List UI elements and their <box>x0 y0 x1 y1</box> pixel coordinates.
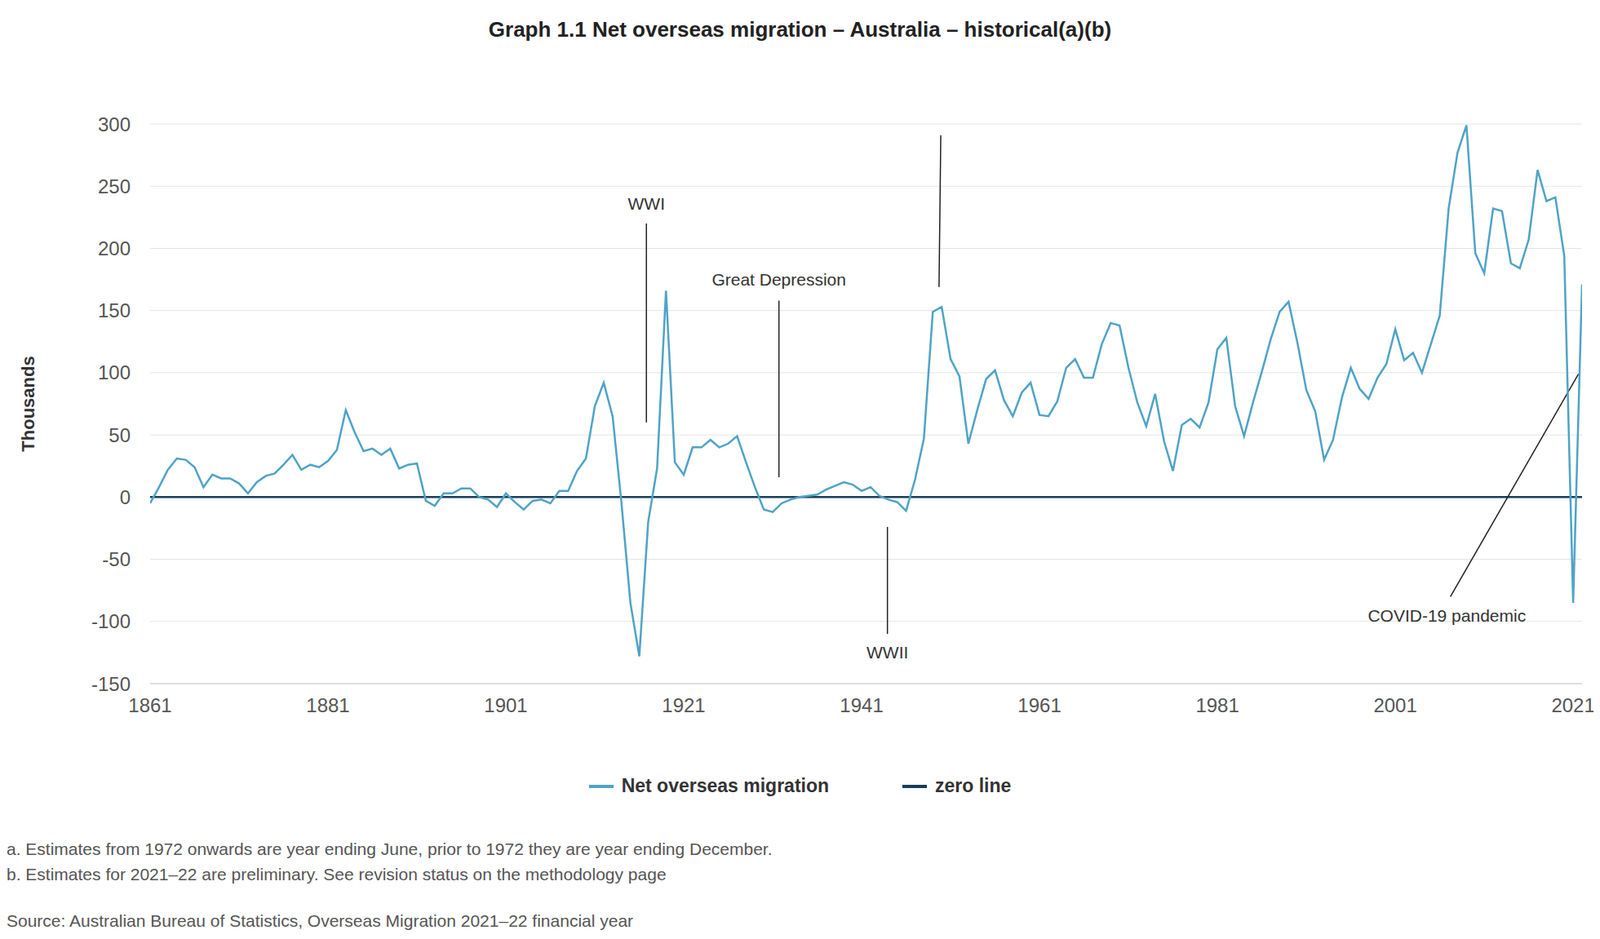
html-text:zero line: zero line <box>935 775 1012 797</box>
svg-text:Thousands: Thousands <box>17 355 39 452</box>
svg-text:-50: -50 <box>101 548 131 571</box>
svg-text:1901: 1901 <box>483 694 528 717</box>
html-text:b. Estimates for 2021–22 are p: b. Estimates for 2021–22 are preliminary… <box>6 864 667 884</box>
svg-text:1921: 1921 <box>661 694 705 717</box>
html-text:Source: Australian Bureau of S: Source: Australian Bureau of Statistics,… <box>6 911 634 931</box>
html-text:Graph 1.1 Net overseas migrati: Graph 1.1 Net overseas migration – Austr… <box>488 17 1112 42</box>
svg-text:1981: 1981 <box>1195 694 1239 717</box>
svg-text:COVID-19 pandemic: COVID-19 pandemic <box>1367 606 1526 625</box>
svg-text:200: 200 <box>97 237 131 260</box>
svg-text:2021: 2021 <box>1551 694 1594 717</box>
svg-text:300: 300 <box>97 113 131 136</box>
svg-text:WWI: WWI <box>628 194 665 213</box>
svg-text:1961: 1961 <box>1017 694 1061 717</box>
html-text:Net overseas migration: Net overseas migration <box>621 775 829 797</box>
svg-text:250: 250 <box>97 175 131 198</box>
svg-text:100: 100 <box>97 361 131 384</box>
html-text:a. Estimates from 1972 onwards: a. Estimates from 1972 onwards are year … <box>6 839 773 859</box>
svg-text:1941: 1941 <box>839 694 883 717</box>
svg-text:1861: 1861 <box>128 694 172 717</box>
svg-text:150: 150 <box>97 299 131 322</box>
svg-text:0: 0 <box>119 486 131 509</box>
svg-text:-150: -150 <box>91 673 131 696</box>
svg-text:Great Depression: Great Depression <box>711 270 847 289</box>
svg-text:WWII: WWII <box>866 642 909 662</box>
svg-text:50: 50 <box>108 424 131 447</box>
svg-text:1881: 1881 <box>305 694 350 717</box>
svg-text:-100: -100 <box>91 610 131 633</box>
svg-text:2001: 2001 <box>1373 694 1417 717</box>
